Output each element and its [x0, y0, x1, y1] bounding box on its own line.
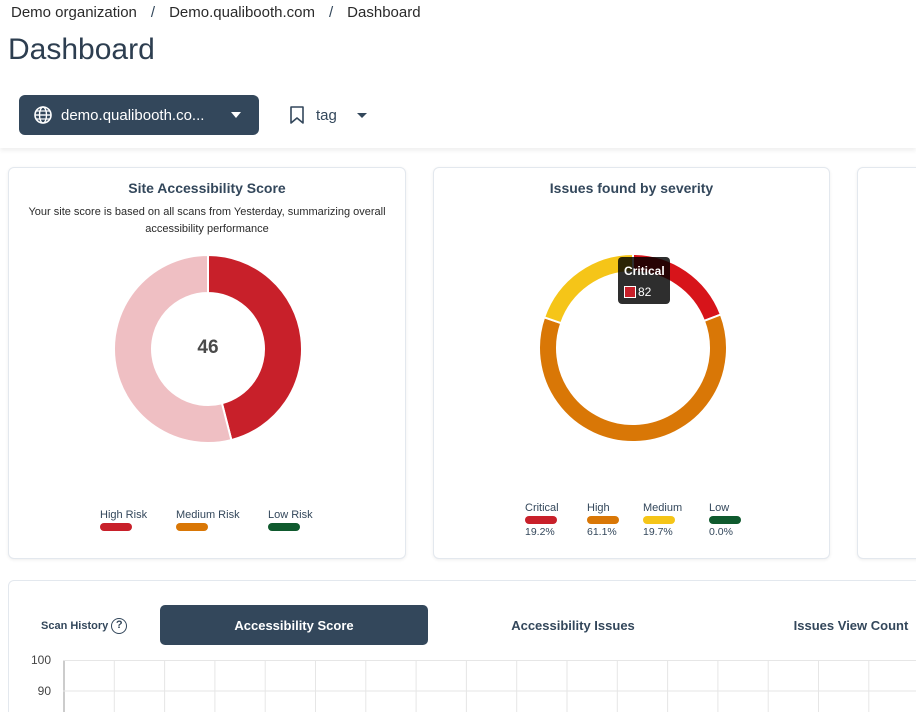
donut-slice-medium[interactable] [542, 253, 634, 325]
tab-accessibility-score[interactable]: Accessibility Score [160, 605, 428, 645]
chart-tooltip: Critical 82 [618, 257, 670, 304]
page-title: Dashboard [8, 33, 155, 66]
score-value: 46 [197, 337, 219, 358]
legend-percent: 0.0% [709, 526, 733, 538]
site-dropdown-value: demo.qualibooth.co... [61, 106, 205, 124]
legend-swatch [525, 516, 557, 524]
scan-history-chart-grid [63, 660, 916, 712]
legend-swatch [176, 523, 208, 531]
partial-card [857, 167, 916, 559]
legend-label: High [587, 502, 610, 514]
score-donut-chart [113, 254, 303, 444]
y-tick-label: 90 [37, 684, 51, 698]
legend-item-high[interactable]: High 61.1% [587, 502, 619, 538]
card-subtitle: Your site score is based on all scans fr… [28, 206, 386, 235]
legend-swatch [268, 523, 300, 531]
y-tick-label: 100 [30, 653, 51, 667]
chevron-down-icon [231, 112, 241, 118]
donut-slice-high[interactable] [538, 313, 728, 443]
filter-bar: demo.qualibooth.co... tag [0, 86, 916, 148]
tooltip-title: Critical [624, 264, 665, 278]
legend-item-low-risk[interactable]: Low Risk [268, 509, 313, 531]
legend-swatch [587, 516, 619, 524]
scan-history-panel: Scan History ? Accessibility Score Acces… [8, 580, 916, 712]
help-icon[interactable]: ? [111, 618, 128, 634]
legend-label: Critical [525, 502, 559, 514]
tag-dropdown-value: tag [316, 106, 337, 124]
breadcrumb-organization[interactable]: Demo organization [11, 4, 137, 21]
breadcrumb-current: Dashboard [347, 4, 421, 21]
donut-slice-score[interactable] [207, 254, 303, 442]
legend-item-low[interactable]: Low 0.0% [709, 502, 741, 538]
site-score-card: Site Accessibility Score Your site score… [8, 167, 406, 559]
tooltip-value: 82 [638, 285, 652, 299]
legend-item-critical[interactable]: Critical 19.2% [525, 502, 559, 538]
legend-label: Low [709, 502, 730, 514]
tab-issues-view-count[interactable]: Issues View Count [793, 617, 909, 633]
card-title: Site Accessibility Score [128, 180, 286, 196]
breadcrumb-separator: / [329, 4, 334, 21]
scan-history-label: Scan History ? [41, 618, 128, 634]
legend-swatch [709, 516, 741, 524]
legend-item-high-risk[interactable]: High Risk [100, 509, 147, 531]
bookmark-icon [290, 106, 304, 124]
legend-percent: 19.2% [525, 526, 555, 538]
legend-item-medium-risk[interactable]: Medium Risk [176, 509, 240, 531]
legend-label: High Risk [100, 509, 148, 521]
legend-item-medium[interactable]: Medium 19.7% [643, 502, 682, 538]
legend-label: Low Risk [268, 509, 313, 521]
chevron-down-icon [356, 112, 367, 118]
globe-icon [34, 106, 52, 124]
legend-percent: 61.1% [587, 526, 617, 538]
scan-history-text: Scan History [41, 620, 109, 632]
severity-card: Issues found by severity Critical 82 Cri… [433, 167, 830, 559]
donut-slice-remainder[interactable] [113, 254, 233, 444]
breadcrumb-separator: / [150, 4, 156, 21]
site-dropdown[interactable]: demo.qualibooth.co... [19, 95, 259, 135]
legend-percent: 19.7% [643, 526, 673, 538]
breadcrumb: Demo organization / Demo.qualibooth.com / Da… [11, 4, 421, 21]
legend-swatch [643, 516, 675, 524]
legend-label: Medium Risk [176, 509, 240, 521]
legend-swatch [100, 523, 132, 531]
tooltip-swatch [624, 286, 636, 298]
tab-accessibility-issues[interactable]: Accessibility Issues [511, 617, 635, 633]
card-title: Issues found by severity [549, 180, 714, 196]
legend-label: Medium [643, 502, 683, 514]
breadcrumb-site[interactable]: Demo.qualibooth.com [169, 4, 315, 21]
tag-dropdown[interactable]: tag [289, 95, 367, 135]
